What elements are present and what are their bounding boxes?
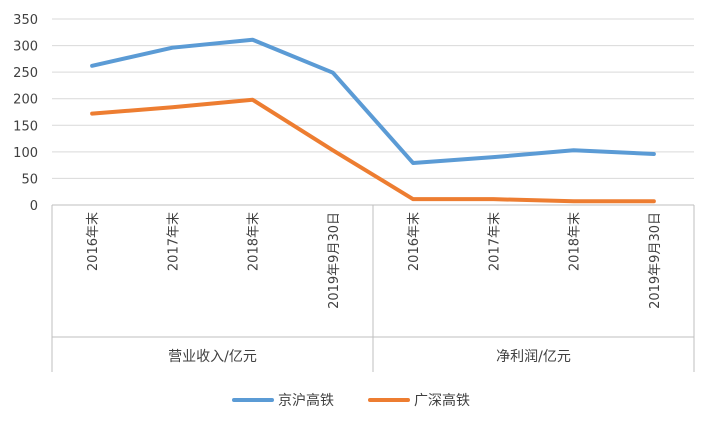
y-tick-label: 300 [13,40,38,55]
x-axis-groups: 营业收入/亿元 净利润/亿元 [168,349,571,365]
x-tick-label: 2018年末 [568,212,583,271]
x-tick-label: 2017年末 [487,212,502,271]
x-group-label: 营业收入/亿元 [168,349,257,365]
x-axis-categories: 2016年末 2017年末 2018年末 2019年9月30日 2016年末 2017年末… [86,212,663,309]
series-line [90,97,656,204]
legend-label: 京沪高铁 [278,392,334,409]
legend-label: 广深高铁 [414,392,470,409]
y-tick-label: 150 [13,119,38,134]
x-tick-label: 2019年9月30日 [327,212,342,309]
x-tick-label: 2019年9月30日 [648,212,663,309]
x-tick-label: 2016年末 [86,212,101,271]
y-tick-label: 0 [30,199,38,214]
y-tick-label: 350 [13,13,38,28]
x-tick-label: 2018年末 [247,212,262,271]
axes [51,204,695,372]
y-tick-label: 100 [13,146,38,161]
legend: 京沪高铁 广深高铁 [232,392,470,409]
y-tick-label: 50 [21,172,38,187]
x-tick-label: 2017年末 [166,212,181,271]
x-group-label: 净利润/亿元 [496,349,571,365]
y-tick-label: 200 [13,93,38,108]
series-lines [90,37,656,204]
gridlines [52,18,694,179]
y-axis-ticks: 0 50 100 150 200 250 300 350 [13,13,38,214]
series-line [90,37,656,166]
x-tick-label: 2016年末 [407,212,422,271]
y-tick-label: 250 [13,66,38,81]
